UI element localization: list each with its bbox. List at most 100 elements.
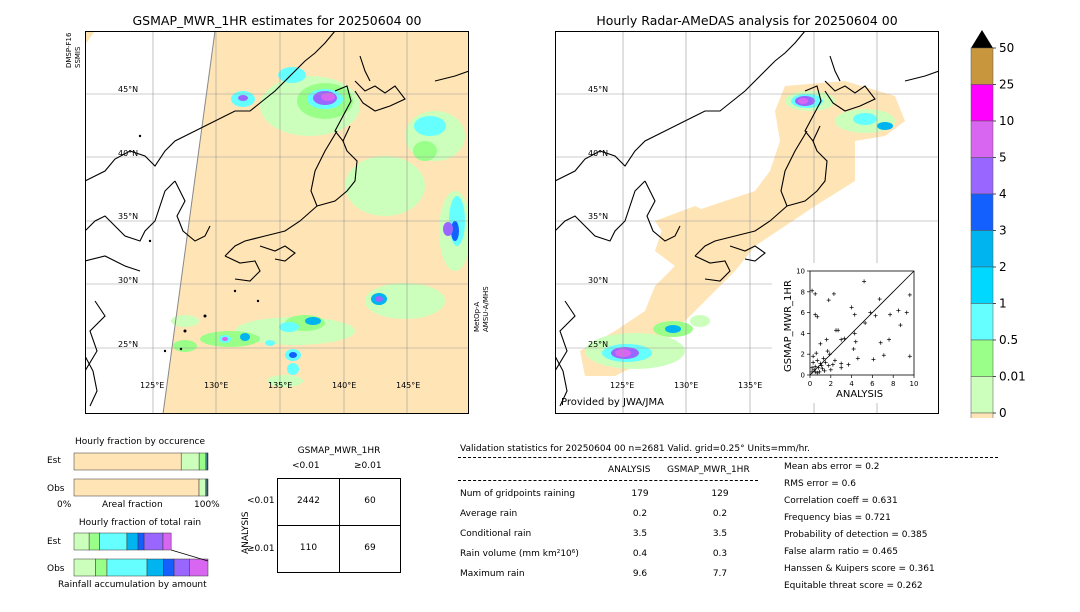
left-lon-145: 145°E: [396, 381, 421, 390]
stats-row0-gsmap: 129: [711, 489, 729, 499]
occ-xlabel: Areal fraction: [102, 500, 163, 510]
stats-header-rule: [458, 457, 998, 458]
scatter-ytick-label: 4: [801, 330, 806, 338]
colorbar: 50 25 10 5 4 3 2 1 0.5 0.01 0: [970, 30, 1026, 418]
right-map: [555, 31, 939, 414]
ct-title: GSMAP_MWR_1HR: [297, 446, 381, 456]
scatter-point: [842, 336, 847, 341]
scatter-ytick-label: 8: [801, 288, 805, 296]
right-map-title: Hourly Radar-AMeDAS analysis for 2025060…: [596, 13, 898, 28]
scatter-point: [825, 349, 830, 354]
scatter-point: [832, 358, 837, 363]
scatter-diagonal: [809, 270, 915, 376]
scatter-xtick-label: 0: [808, 380, 812, 388]
occurrence-bars: [73, 452, 209, 497]
fraction-bar-segment: [73, 532, 90, 551]
fraction-bar-segment: [162, 532, 172, 551]
ct-row-axis-wrap: ANALYSIS: [241, 511, 251, 554]
left-swath-corner: [85, 31, 95, 45]
scatter-point: [834, 328, 838, 333]
stats-row1-analysis: 0.2: [632, 509, 648, 519]
left-map-title: GSMAP_MWR_1HR estimates for 20250604 00: [132, 13, 422, 28]
colorbar-over-arrow: [971, 30, 993, 48]
scatter-ytick-label: 0: [801, 372, 805, 380]
occ-title: Hourly fraction by occurence: [74, 437, 206, 447]
stats-row1-label: Average rain: [460, 509, 518, 519]
scatter-point: [817, 369, 822, 374]
left-map-grid: [85, 31, 469, 414]
stats-row3-label: Rain volume (mm km²10⁶): [460, 549, 579, 559]
occ-label-obs: Obs: [47, 484, 65, 494]
ct-grid: 2442 60 110 69: [277, 478, 401, 573]
left-lat-25: 25°N: [118, 340, 139, 349]
scatter-point: [819, 363, 824, 368]
scatter-point: [815, 370, 820, 375]
ct-cell-01: 60: [364, 496, 376, 506]
colorbar-cell: [970, 266, 994, 304]
stats-row3-gsmap: 0.3: [712, 549, 728, 559]
fraction-bar-segment: [88, 532, 100, 551]
scatter-point: [813, 369, 818, 374]
left-sat-label-right: MetOp-A AMSU-A/MHS: [470, 272, 494, 332]
scatter-frame: [809, 270, 915, 376]
stats-row0-analysis: 179: [631, 489, 649, 499]
left-lat-40: 40°N: [118, 149, 139, 158]
scatter-point: [831, 291, 836, 296]
fraction-bar-segment: [206, 478, 209, 497]
score-freq-bias: Frequency bias = 0.721: [784, 513, 891, 523]
colorbar-cell: [970, 303, 994, 341]
ct-row-axis: ANALYSIS: [241, 511, 251, 554]
left-sat-label-top: DMSP-F16 SSMIS: [62, 28, 86, 68]
scatter-point: [811, 354, 816, 359]
left-lon-140: 140°E: [332, 381, 357, 390]
fraction-bar-segment: [198, 452, 207, 471]
score-pod: Probability of detection = 0.385: [784, 530, 928, 540]
rain-label-est: Est: [47, 537, 61, 547]
fraction-bar-segment: [137, 532, 145, 551]
ct-cell-11: 69: [364, 543, 376, 553]
scatter-point: [907, 354, 912, 359]
scatter-point: [904, 310, 909, 315]
left-lat-35: 35°N: [118, 212, 139, 221]
scatter-point: [815, 358, 820, 363]
scatter-ylabel: GSMAP_MWR_1HR: [783, 280, 794, 372]
left-lon-125: 125°E: [140, 381, 165, 390]
occ-label-est: Est: [47, 456, 61, 466]
scatter-point: [839, 337, 844, 342]
colorbar-label: 1: [999, 297, 1007, 311]
scatter-point: [898, 323, 903, 328]
left-lon-135: 135°E: [268, 381, 293, 390]
scatter-xtick-label: 2: [829, 380, 833, 388]
scatter-point: [813, 291, 818, 296]
ct-cell-10: 110: [299, 543, 318, 553]
scatter-point: [822, 368, 827, 373]
scatter-point: [878, 340, 883, 345]
sat-right-line1: MetOp-A: [473, 302, 481, 332]
right-coastlines: [555, 31, 939, 407]
scatter-point: [824, 337, 829, 342]
right-map-grid: [555, 31, 939, 414]
fraction-bar-segment: [73, 558, 96, 577]
scatter-point: [877, 297, 882, 302]
scatter-point: [887, 337, 892, 342]
fraction-bar-segment: [143, 532, 164, 551]
colorbar-label: 10: [999, 114, 1014, 128]
scatter-ticks: 0 2 4 6 8 10 0 2 4 6 8 10: [796, 268, 918, 389]
stats-row2-analysis: 3.5: [632, 529, 648, 539]
scatter-point: [821, 356, 826, 361]
fraction-bar-segment: [207, 452, 209, 471]
colorbar-label: 2: [999, 260, 1007, 274]
scatter-point: [839, 361, 844, 366]
fraction-bar-segment: [198, 478, 206, 497]
fraction-bar-segment: [73, 452, 182, 471]
scatter-point: [852, 331, 857, 336]
colorbar-label: 3: [999, 224, 1007, 238]
scatter-point: [839, 365, 844, 370]
scatter-point: [818, 341, 823, 346]
stats-row4-gsmap: 7.7: [712, 569, 728, 579]
colorbar-cell: [970, 376, 994, 414]
sat-top-line2: SSMIS: [74, 46, 82, 68]
left-lat-45: 45°N: [118, 85, 139, 94]
ct-col-ge: ≥0.01: [354, 461, 382, 471]
scatter-plot: 0 2 4 6 8 10 0 2 4 6 8 10: [796, 268, 918, 389]
